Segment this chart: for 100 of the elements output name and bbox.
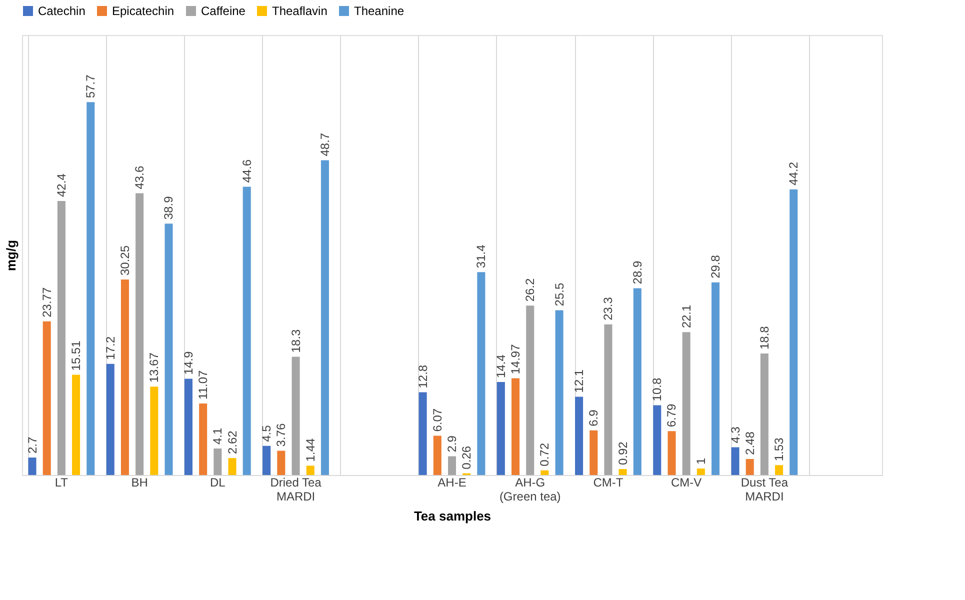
bar (590, 430, 598, 475)
bar (57, 200, 66, 475)
bar (28, 458, 36, 475)
bar (277, 450, 286, 475)
bar (775, 465, 784, 475)
data-label: 6.79 (664, 403, 679, 428)
data-label: 11.07 (196, 370, 210, 400)
data-label: 12.1 (572, 369, 586, 393)
data-label: 4.1 (210, 427, 225, 445)
data-label: 23.3 (601, 296, 616, 320)
bar (72, 374, 80, 475)
bar (228, 458, 236, 475)
data-label: 2.9 (445, 435, 459, 452)
bar (214, 448, 222, 475)
x-tick-label: CM-T (593, 476, 624, 490)
data-label: 28.9 (630, 260, 644, 284)
data-label: 18.8 (757, 326, 772, 350)
x-tick-label: BH (131, 476, 148, 490)
bar (242, 186, 251, 475)
data-label: 14.97 (508, 344, 523, 374)
bar (496, 382, 505, 475)
data-label: 6.9 (586, 409, 601, 426)
bar (320, 160, 329, 475)
legend-label: Theaflavin (272, 4, 328, 18)
data-label: 38.9 (162, 196, 176, 220)
legend-label: Caffeine (201, 4, 246, 18)
bar (555, 310, 564, 475)
bar (682, 332, 690, 475)
data-label: 23.77 (40, 287, 54, 318)
bar (512, 378, 520, 475)
bar (164, 224, 173, 475)
legend-label: Theanine (354, 4, 404, 18)
data-label: 3.76 (274, 423, 288, 447)
data-label: 2.7 (25, 436, 40, 454)
data-label: 0.72 (538, 442, 552, 466)
bar (526, 306, 534, 475)
data-label: 1.53 (772, 437, 786, 462)
bar (712, 282, 720, 475)
data-label: 30.25 (118, 245, 132, 276)
bar (604, 324, 612, 475)
bar (618, 469, 627, 475)
data-label: 0.92 (616, 441, 630, 466)
data-label: 2.48 (742, 431, 757, 455)
data-label: 18.3 (288, 329, 303, 353)
data-label: 14.4 (494, 354, 508, 378)
bar (790, 189, 798, 475)
data-label: 42.4 (54, 173, 68, 197)
y-axis-title: mg/g (4, 240, 18, 272)
bar (418, 392, 427, 475)
data-label: 44.2 (786, 162, 801, 186)
data-label: 1 (694, 458, 708, 465)
x-tick-label: AH-E (438, 476, 466, 490)
data-label: 26.2 (523, 278, 538, 302)
x-axis-title: Tea samples (414, 508, 492, 524)
bar (86, 102, 95, 475)
x-tick-label: Dried Tea MARDI (270, 476, 322, 504)
data-label: 0.26 (460, 446, 474, 470)
bar (448, 456, 456, 475)
x-tick-label: AH-G (Green tea) (499, 476, 561, 504)
x-tick-label: DL (210, 476, 226, 490)
data-label: 31.4 (474, 244, 488, 268)
data-label: 12.8 (416, 364, 430, 388)
bar (653, 405, 662, 475)
data-label: 10.8 (650, 378, 664, 402)
data-label: 43.6 (132, 166, 147, 190)
legend-label: Catechin (38, 4, 86, 18)
bar (575, 396, 584, 475)
data-label: 15.51 (69, 340, 84, 371)
bar (292, 356, 300, 475)
bar (184, 378, 192, 475)
data-label: 6.07 (430, 408, 444, 432)
bar (150, 386, 158, 475)
data-label: 1.44 (303, 438, 318, 462)
data-label: 25.5 (552, 282, 566, 306)
bar (477, 272, 486, 475)
bar (668, 431, 676, 475)
bar (633, 288, 642, 475)
data-label: 4.3 (728, 426, 742, 444)
bar (42, 321, 51, 475)
legend-label: Epicatechin (112, 4, 174, 18)
data-label: 13.67 (147, 352, 162, 383)
bar (262, 446, 271, 475)
data-label: 44.6 (240, 159, 254, 183)
bar (306, 466, 314, 475)
bar (746, 458, 754, 475)
x-tick-label: Dust Tea MARDI (740, 476, 788, 504)
bar (540, 470, 549, 475)
bar (760, 354, 768, 475)
bar (731, 447, 740, 475)
data-label: 22.1 (679, 304, 694, 328)
data-label: 14.9 (181, 351, 196, 375)
bar (136, 193, 144, 475)
bar (696, 468, 705, 475)
bar (106, 364, 114, 475)
bar (120, 280, 129, 475)
data-label: 57.7 (84, 74, 98, 98)
x-tick-label: CM-V (670, 476, 702, 490)
bar (199, 403, 208, 475)
data-label: 2.62 (225, 430, 240, 454)
bar (433, 436, 442, 475)
